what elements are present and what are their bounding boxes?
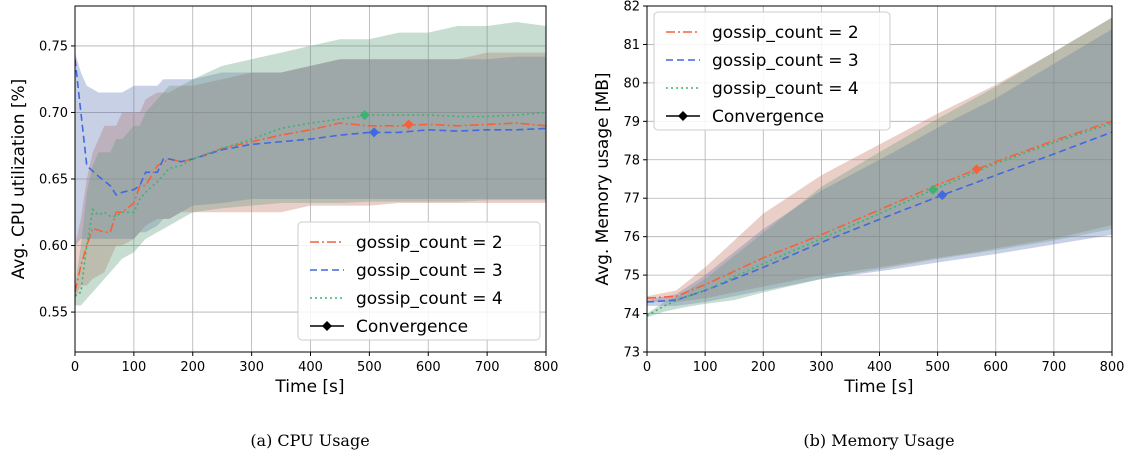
cpu-legend-label-2: gossip_count = 4 [356,289,503,309]
memory-legend-label-1: gossip_count = 3 [712,51,859,71]
cpu-caption: (a) CPU Usage [250,431,369,450]
memory-line-gossip-2 [647,120,1112,299]
cpu-y-tick-label: 0.75 [39,39,68,54]
memory-y-tick-label: 79 [623,115,640,130]
memory-usage-chart: 0 100 200 300 400 500 600 700 800 73 74 75 76 77 78 79 8… [593,0,1124,450]
cpu-legend-box [297,221,541,341]
cpu-lines [75,59,546,297]
cpu-ticks: 0 100 200 300 400 500 600 700 800 0.55 0.60 0.65 0.7… [39,39,558,375]
cpu-bands [75,22,546,306]
memory-y-tick-label: 80 [623,76,640,91]
memory-y-tick-label: 75 [623,269,640,284]
memory-legend-label-2: gossip_count = 4 [712,79,859,99]
memory-x-tick-label: 400 [867,360,892,375]
cpu-y-axis-label: Avg. CPU utilization [%] [9,79,29,280]
memory-legend-label-3: Convergence [712,107,824,127]
cpu-convergence-markers [359,110,414,138]
cpu-y-tick-label: 0.60 [39,239,68,254]
cpu-x-axis-label: Time [s] [274,377,344,397]
cpu-line-gossip-3 [75,59,546,197]
memory-band-shade-4 [647,17,1112,318]
memory-legend-swatch-convergence-marker [678,111,688,121]
memory-x-tick-label: 100 [693,360,718,375]
memory-y-tick-label: 78 [623,153,640,168]
cpu-x-tick-label: 600 [416,360,441,375]
memory-convergence-marker-2 [971,164,982,175]
memory-x-tick-label: 200 [751,360,776,375]
memory-x-tick-label: 800 [1100,360,1125,375]
memory-x-tick-label: 700 [1041,360,1066,375]
memory-line-gossip-3 [647,131,1112,303]
memory-line-gossip-4 [647,122,1112,317]
memory-x-tick-label: 600 [983,360,1008,375]
memory-x-axis-label: Time [s] [843,377,913,397]
cpu-grid [74,6,547,352]
memory-legend-label-0: gossip_count = 2 [712,23,859,43]
cpu-x-tick-label: 400 [298,360,323,375]
memory-y-tick-label: 77 [623,192,640,207]
cpu-y-tick-label: 0.65 [39,173,68,188]
cpu-x-tick-label: 0 [71,360,79,375]
cpu-x-tick-label: 300 [239,360,264,375]
cpu-band-shade-2 [75,52,546,299]
memory-convergence-marker-3 [937,190,948,201]
memory-ticks: 0 100 200 300 400 500 600 700 800 73 74 75 76 77 78 79 8… [623,0,1124,375]
memory-lines [647,120,1112,317]
cpu-x-tick-label: 800 [534,360,559,375]
memory-y-tick-label: 81 [623,38,640,53]
cpu-legend-label-1: gossip_count = 3 [356,261,503,281]
memory-band-3 [647,29,1112,306]
cpu-legend-swatch-convergence-marker [322,321,332,331]
memory-band-shade-3 [647,29,1112,306]
memory-caption: (b) Memory Usage [803,431,954,450]
cpu-band-4 [75,22,546,306]
cpu-y-tick-label: 0.70 [39,106,68,121]
cpu-y-tick-label: 0.55 [39,306,68,321]
memory-y-tick-label: 82 [623,0,640,15]
memory-convergence-marker-4 [927,184,938,195]
memory-convergence-markers [927,164,982,201]
memory-legend-box [653,11,891,131]
cpu-legend-label-0: gossip_count = 2 [356,233,503,253]
memory-bands [647,17,1112,318]
memory-x-tick-label: 0 [643,360,651,375]
memory-y-tick-label: 76 [623,230,640,245]
cpu-line-gossip-4 [75,111,546,297]
memory-y-tick-label: 74 [623,307,640,322]
cpu-x-tick-label: 700 [475,360,500,375]
cpu-usage-chart: 0 100 200 300 400 500 600 700 800 0.55 0.60 0.65 0.7… [9,5,558,450]
cpu-x-tick-label: 500 [357,360,382,375]
cpu-band-3 [75,52,546,246]
memory-x-tick-label: 500 [925,360,950,375]
cpu-band-shade-4 [75,22,546,306]
memory-band-2 [647,17,1112,302]
cpu-legend-label-3: Convergence [356,317,468,337]
memory-legend: gossip_count = 2 gossip_count = 3 gossip_c… [653,11,891,131]
memory-y-axis-label: Avg. Memory usage [MB] [593,72,613,285]
cpu-convergence-marker-4 [359,110,370,121]
cpu-x-tick-label: 200 [180,360,205,375]
cpu-legend: gossip_count = 2 gossip_count = 3 gossip_c… [297,221,541,341]
cpu-band-2 [75,52,546,299]
memory-y-tick-label: 73 [623,346,640,361]
memory-x-tick-label: 300 [809,360,834,375]
memory-band-shade-2 [647,17,1112,302]
cpu-band-shade-3 [75,52,546,246]
cpu-x-tick-label: 100 [121,360,146,375]
cpu-convergence-marker-3 [369,127,380,138]
cpu-convergence-marker-2 [403,119,414,130]
memory-band-4 [647,17,1112,318]
